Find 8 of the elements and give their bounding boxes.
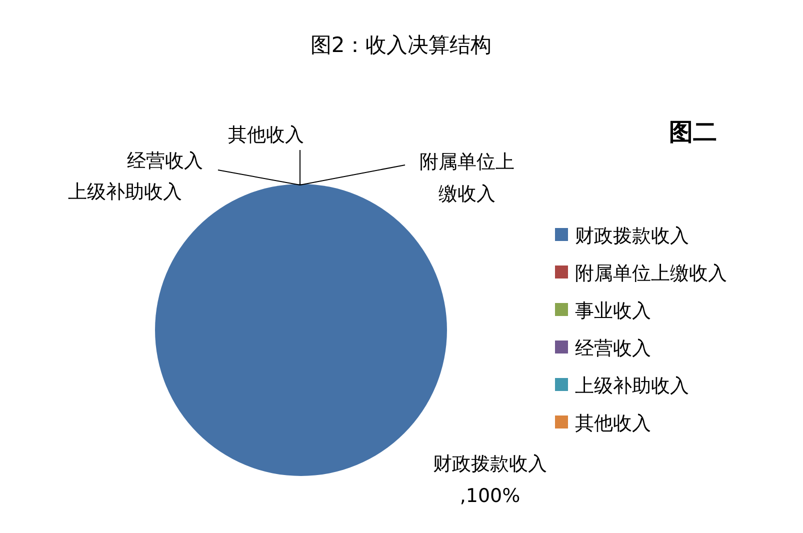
legend-label: 上级补助收入 [575,375,689,397]
title: 图2：收入决算结构 [310,33,492,57]
legend-label: 事业收入 [575,300,651,322]
legend-label: 经营收入 [575,338,651,360]
legend-label: 其他收入 [575,412,651,434]
legend-label: 附属单位上缴收入 [575,262,727,284]
legend-label: 财政拨款收入 [575,225,689,247]
text: 图二 [669,118,717,146]
